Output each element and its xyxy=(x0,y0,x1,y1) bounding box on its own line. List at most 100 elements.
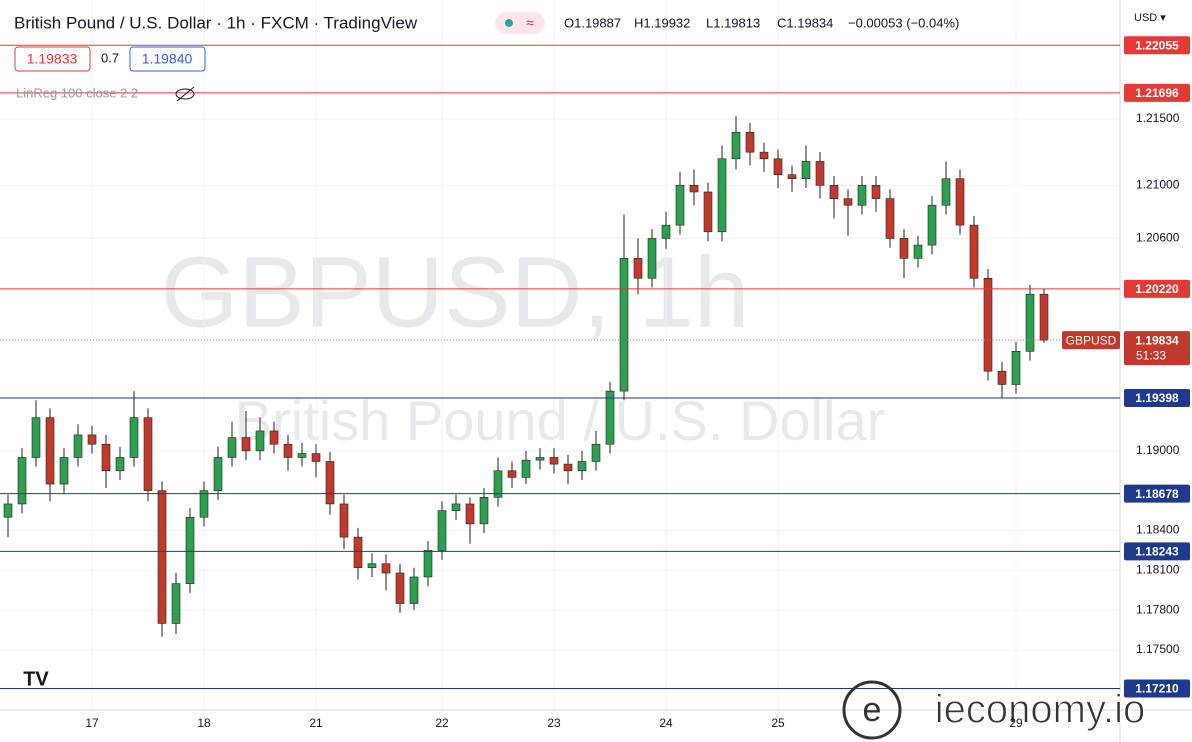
candle-body xyxy=(171,583,181,624)
candle-body xyxy=(297,453,307,458)
candle-body xyxy=(395,572,405,604)
candle-body xyxy=(353,536,363,568)
candle-body xyxy=(1025,293,1035,352)
status-pill[interactable] xyxy=(495,12,545,34)
candle-body xyxy=(493,470,503,498)
candle-body xyxy=(563,463,573,472)
level-box xyxy=(1124,542,1190,561)
indicator-label: LinReg 100 close 2 2 xyxy=(16,85,138,100)
change: −0.00053 (−0.04%) xyxy=(848,15,959,30)
currency[interactable]: USD ▾ xyxy=(1134,12,1166,24)
status-dot xyxy=(505,19,513,27)
logo-text: ieconomy.io xyxy=(935,688,1145,732)
candle-body xyxy=(871,185,881,199)
candle-body xyxy=(997,370,1007,385)
candle-body xyxy=(941,178,951,206)
level-box xyxy=(1124,279,1190,298)
candle-body xyxy=(885,198,895,239)
candle-body xyxy=(787,174,797,179)
candle-body xyxy=(381,563,391,574)
candle-body xyxy=(437,510,447,551)
symbol-box xyxy=(1062,331,1120,350)
candle-body xyxy=(409,576,419,604)
candle-body xyxy=(101,443,111,472)
level-box xyxy=(1124,484,1190,503)
open: O1.19887 xyxy=(564,15,621,30)
candle-body xyxy=(143,417,153,491)
level-label: 1.21696 xyxy=(1135,86,1179,100)
candle-body xyxy=(703,191,713,233)
candle-body xyxy=(423,550,433,578)
candle-body xyxy=(31,417,41,458)
spread: 0.7 xyxy=(101,50,119,65)
x-tick-label: 17 xyxy=(85,716,99,730)
candle-body xyxy=(801,161,811,179)
level-label: 1.20220 xyxy=(1135,282,1179,296)
watermark: GBPUSD, 1h xyxy=(160,236,749,348)
y-tick-label: 1.17500 xyxy=(1136,642,1180,656)
candle-body xyxy=(731,131,741,160)
candle-body xyxy=(745,131,755,153)
candle-body xyxy=(255,430,265,452)
candle-body xyxy=(829,185,839,199)
candle-body xyxy=(213,457,223,491)
candle-body xyxy=(969,224,979,279)
hide-icon[interactable] xyxy=(175,86,195,102)
candle-body xyxy=(17,457,27,505)
high: H1.19932 xyxy=(634,15,690,30)
candle-body xyxy=(115,457,125,472)
bid-box[interactable] xyxy=(14,46,91,72)
level-box xyxy=(1124,83,1190,102)
candle-body xyxy=(129,417,139,458)
symbol-label: GBPUSD xyxy=(1066,333,1117,347)
candle-body xyxy=(759,151,769,160)
candle-body xyxy=(1011,350,1021,385)
level-label: 1.19398 xyxy=(1135,391,1179,405)
candle-body xyxy=(619,258,629,392)
last-box xyxy=(1124,331,1190,366)
x-tick-label: 24 xyxy=(659,716,673,730)
candle-body xyxy=(647,238,657,279)
level-box xyxy=(1124,389,1190,408)
level-box xyxy=(1124,679,1190,698)
ask: 1.19840 xyxy=(142,51,193,67)
x-tick-label: 25 xyxy=(771,716,785,730)
y-tick-label: 1.17800 xyxy=(1136,602,1180,616)
candle-body xyxy=(73,434,83,458)
candle-body xyxy=(199,490,209,518)
y-tick-label: 1.21000 xyxy=(1136,178,1180,192)
candle-body xyxy=(857,185,867,206)
level-label: 1.18678 xyxy=(1135,487,1179,501)
candle-body xyxy=(87,434,97,445)
candle-body xyxy=(283,443,293,458)
level-label: 1.17210 xyxy=(1135,682,1179,696)
y-tick-label: 1.21500 xyxy=(1136,111,1180,125)
candle-body xyxy=(661,224,671,239)
watermark-sub: British Pound / U.S. Dollar xyxy=(235,389,885,452)
candle-body xyxy=(227,437,237,458)
candle-body xyxy=(521,459,531,478)
ask-box[interactable] xyxy=(129,46,206,72)
candle-body xyxy=(773,158,783,176)
x-tick-label: 29 xyxy=(1009,716,1023,730)
candle-body xyxy=(913,244,923,259)
y-tick-label: 1.18100 xyxy=(1136,563,1180,577)
countdown: 51:33 xyxy=(1136,348,1166,362)
level-label: 1.22055 xyxy=(1135,38,1179,52)
candle-body xyxy=(535,457,545,461)
x-tick-label: 18 xyxy=(197,716,211,730)
candle-body xyxy=(983,277,993,372)
candle-body xyxy=(325,461,335,505)
candle-body xyxy=(3,503,13,518)
candle-body xyxy=(591,443,601,462)
x-tick-label: 21 xyxy=(309,716,323,730)
candle-body xyxy=(843,198,853,206)
bid: 1.19833 xyxy=(27,51,78,67)
y-tick-label: 1.20600 xyxy=(1136,231,1180,245)
candle-body xyxy=(549,457,559,465)
candle-body xyxy=(605,390,615,445)
candle-body xyxy=(507,470,517,478)
candle-body xyxy=(675,185,685,226)
level-box xyxy=(1124,36,1190,55)
